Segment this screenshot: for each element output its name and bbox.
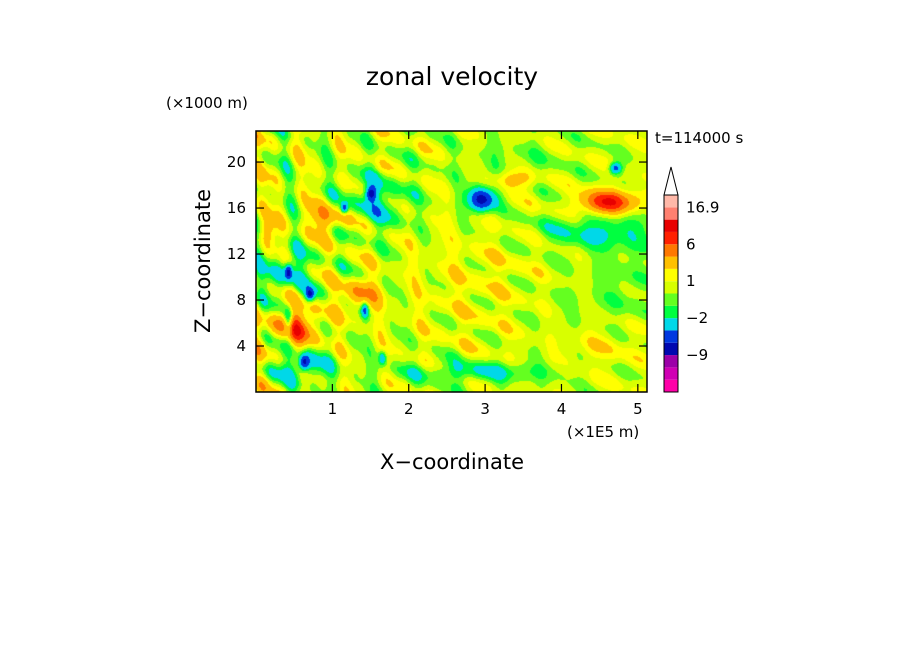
colorbar-swatch	[664, 244, 678, 257]
colorbar-swatch	[664, 305, 678, 319]
colorbar-swatch	[664, 219, 678, 232]
colorbar-swatch	[664, 231, 678, 245]
y-tick-label: 20	[227, 153, 246, 171]
y-axis-title: Z−coordinate	[191, 189, 215, 333]
colorbar-swatch	[664, 342, 678, 356]
colorbar-swatch	[664, 268, 678, 282]
x-tick-label: 5	[633, 400, 643, 418]
colorbar-swatch	[664, 367, 678, 380]
y-axis-ticks: 4 8 12 16 20	[227, 153, 647, 355]
colorbar-swatch	[664, 318, 678, 331]
colorbar-tick-label: 16.9	[686, 198, 719, 216]
colorbar-swatch	[664, 379, 678, 392]
x-tick-label: 2	[404, 400, 414, 418]
colorbar-extend-arrow	[663, 166, 679, 196]
y-tick-label: 4	[236, 337, 246, 355]
colorbar-swatch	[664, 207, 678, 220]
colorbar-swatch	[664, 256, 678, 269]
y-tick-label: 16	[227, 199, 246, 217]
colorbar-swatch	[664, 355, 678, 368]
time-label: t=114000 s	[655, 129, 743, 147]
colorbar-swatch	[664, 330, 678, 343]
x-tick-label: 1	[328, 400, 338, 418]
colorbar-swatch	[664, 293, 678, 306]
colorbar: 16.9 6 1 −2 −9	[663, 166, 719, 393]
plot-frame	[255, 130, 648, 393]
colorbar-tick-label: 1	[686, 272, 696, 290]
chart-title: zonal velocity	[366, 62, 538, 91]
plot-area-wrapper	[256, 131, 647, 392]
y-tick-label: 8	[236, 291, 246, 309]
x-axis-ticks: 1 2 3 4 5	[328, 131, 643, 418]
colorbar-swatch	[664, 195, 678, 208]
x-tick-label: 4	[557, 400, 567, 418]
x-tick-label: 3	[480, 400, 490, 418]
colorbar-tick-label: −9	[686, 346, 708, 364]
x-unit-label: (×1E5 m)	[567, 423, 639, 441]
y-tick-label: 12	[227, 245, 246, 263]
velocity-field-heatmap	[256, 131, 647, 392]
colorbar-tick-label: −2	[686, 309, 708, 327]
colorbar-tick-label: 6	[686, 235, 696, 253]
x-axis-title: X−coordinate	[380, 450, 524, 474]
y-unit-label: (×1000 m)	[166, 94, 248, 112]
colorbar-swatch	[664, 281, 678, 294]
